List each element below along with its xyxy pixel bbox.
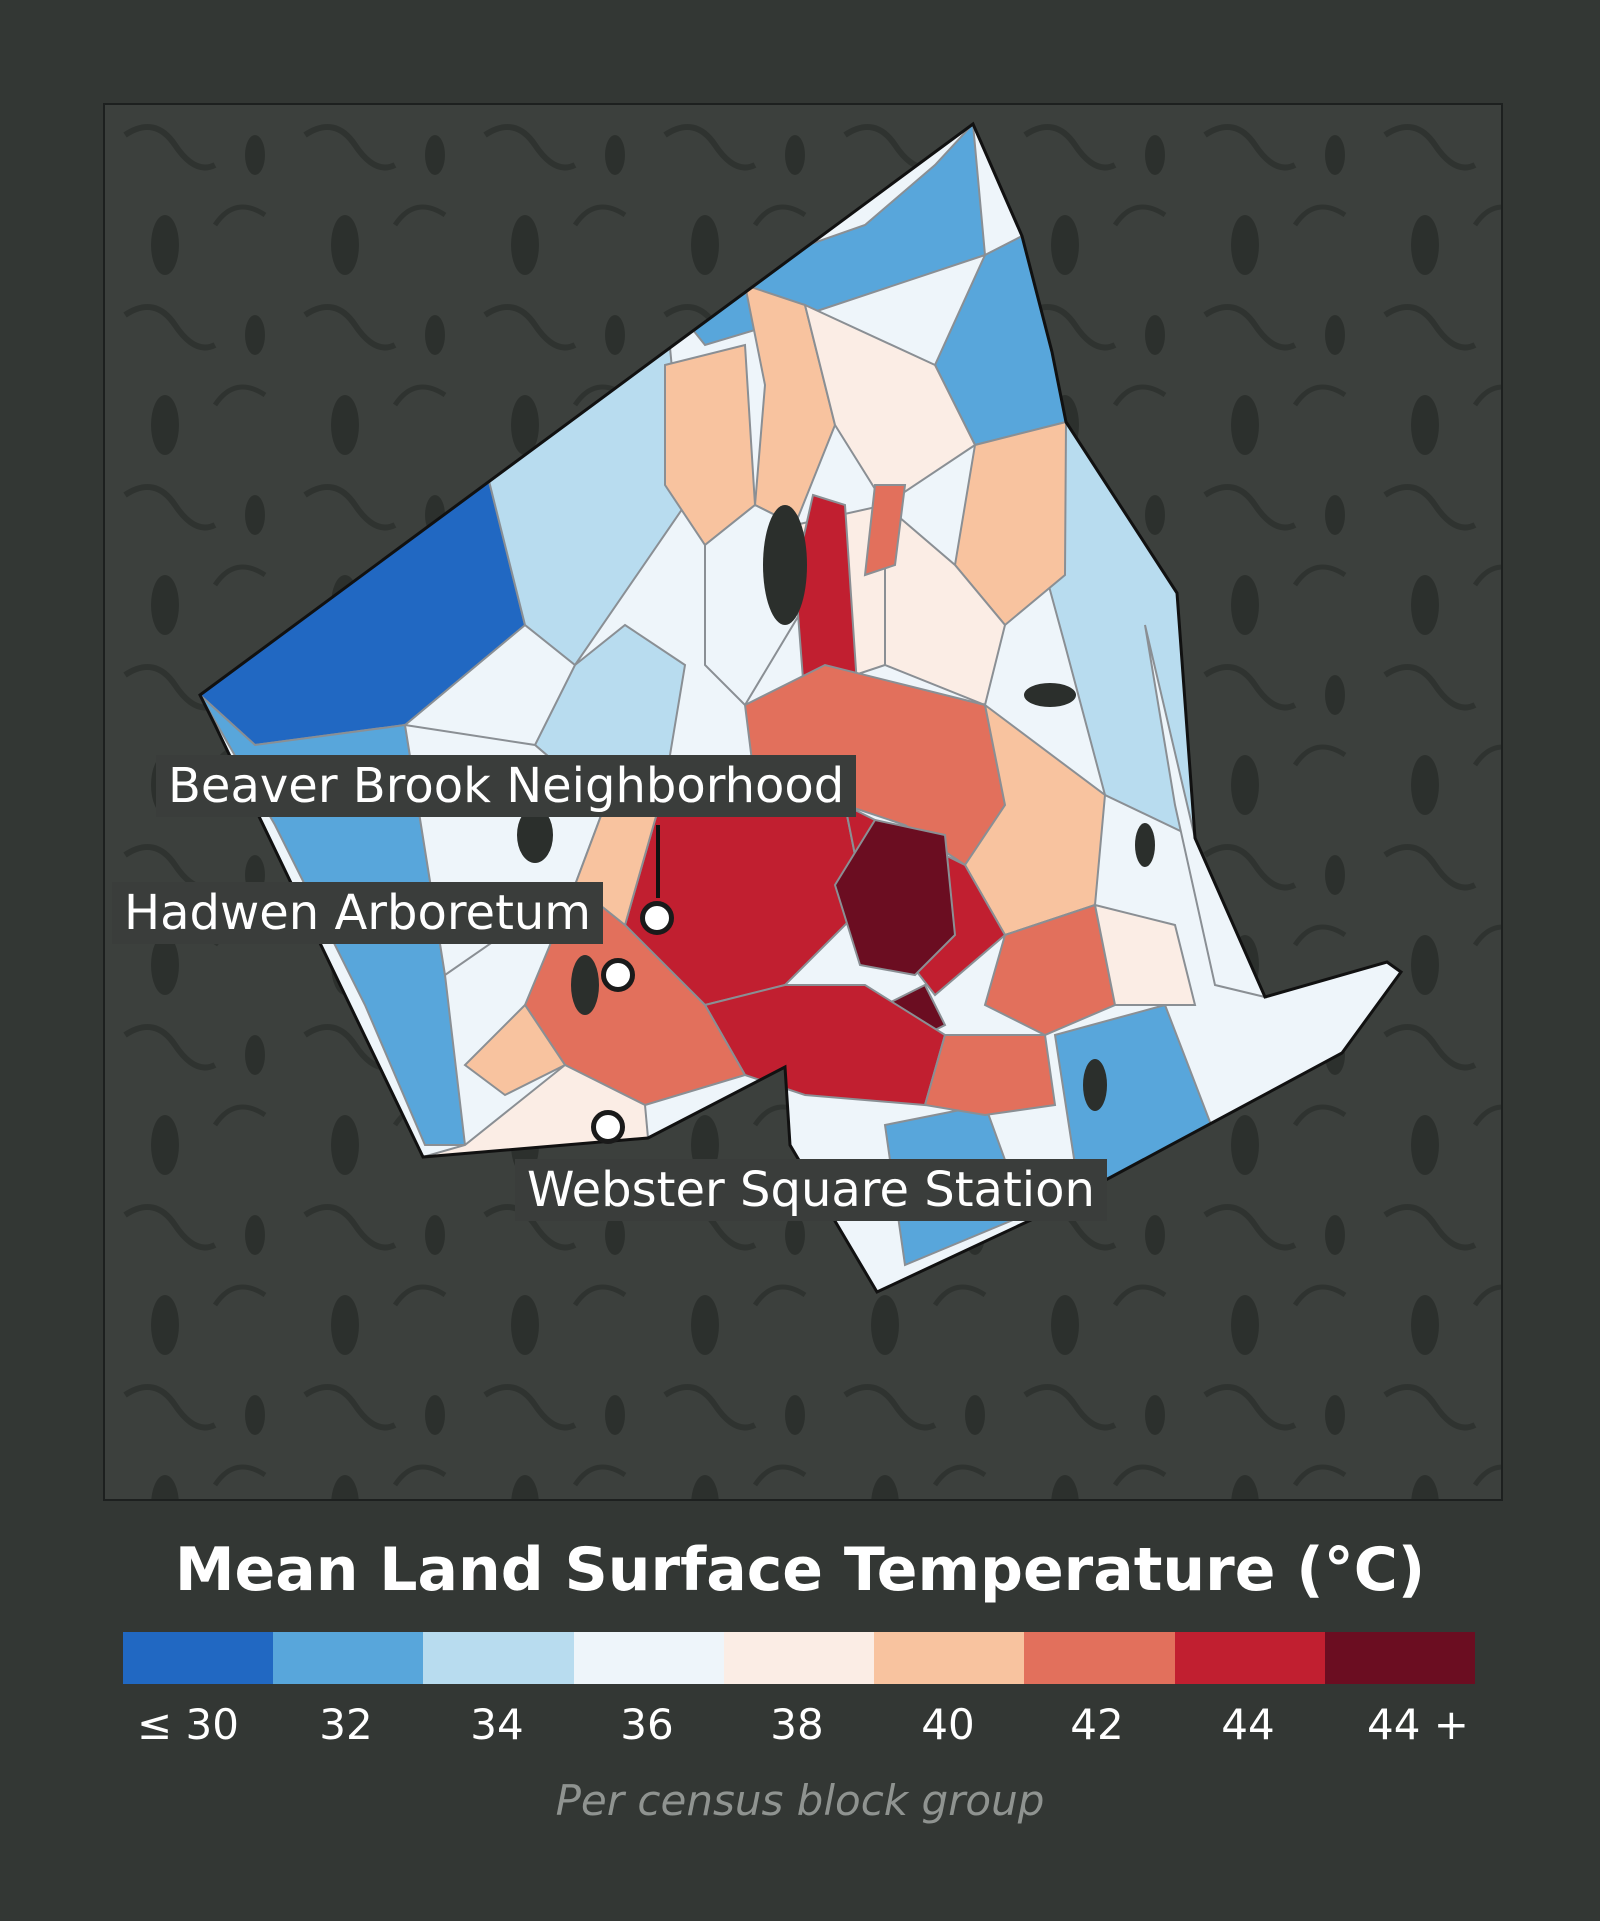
map-panel[interactable]: Beaver Brook Neighborhood Hadwen Arboret… [103,103,1503,1501]
hadwen-arboretum-marker[interactable] [601,958,635,992]
legend-tick: 44 [1221,1700,1275,1749]
legend-color-bar [123,1632,1475,1684]
webster-square-station-marker[interactable] [591,1110,625,1144]
hadwen-arboretum-label: Hadwen Arboretum [112,882,604,944]
legend-swatch-8 [1174,1632,1325,1684]
legend-swatch-3 [423,1632,574,1684]
legend-tick: 36 [620,1700,674,1749]
legend-note: Per census block group [555,1776,1045,1825]
webster-square-station-label: Webster Square Station [515,1159,1107,1221]
city-heat-map [105,105,1501,1499]
beaver-brook-label: Beaver Brook Neighborhood [156,755,857,817]
legend-swatch-5 [723,1632,875,1684]
legend-tick: ≤ 30 [137,1700,239,1749]
beaver-brook-marker[interactable] [640,901,674,935]
legend-tick: 44 + [1367,1700,1469,1749]
legend-swatch-7 [1024,1632,1175,1684]
legend-tick: 32 [319,1700,373,1749]
city-boundary [198,121,1404,1294]
legend-swatch-2 [273,1632,424,1684]
legend-swatch-1 [123,1632,274,1684]
legend-swatch-4 [573,1632,724,1684]
legend-title: Mean Land Surface Temperature (°C) [174,1535,1426,1605]
legend-tick: 34 [470,1700,524,1749]
legend-tick: 40 [921,1700,975,1749]
legend-swatch-6 [874,1632,1025,1684]
legend-tick: 42 [1070,1700,1124,1749]
legend-tick: 38 [770,1700,824,1749]
legend-swatch-9 [1324,1632,1475,1684]
